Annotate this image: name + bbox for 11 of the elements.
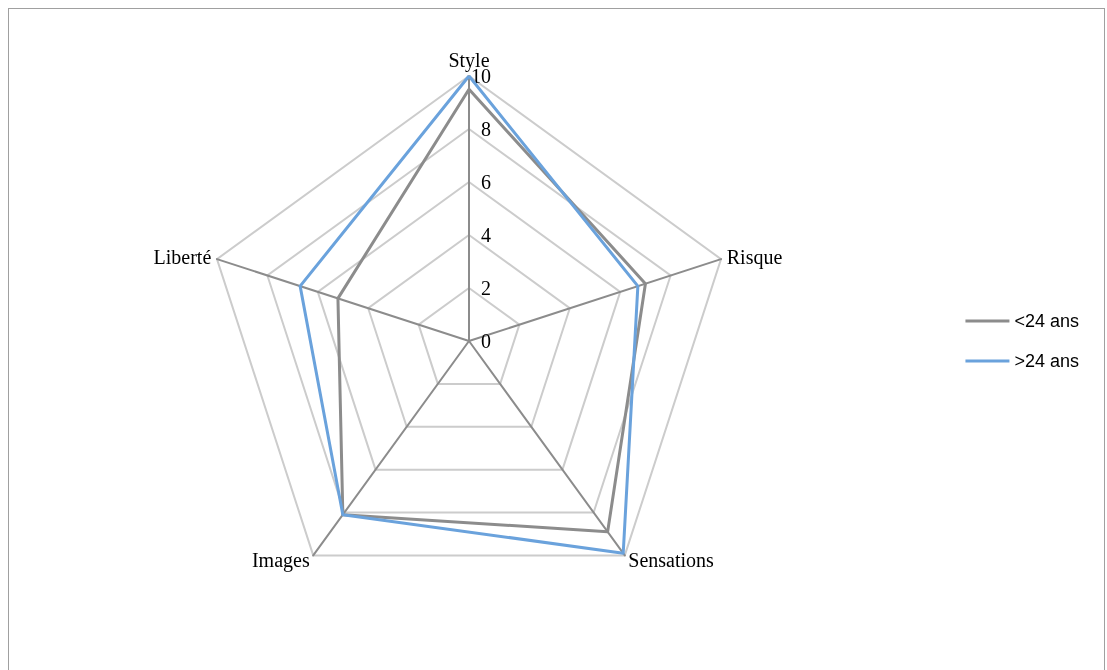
spoke-label: Sensations [628,549,715,572]
spoke-label: Images [251,549,310,573]
spoke-label: Liberté [153,246,212,269]
legend-label: <24 ans [1014,311,1080,331]
y-tick-label: 4 [481,224,491,246]
spoke-label: Risque [726,246,783,270]
y-tick-label: 0 [481,330,491,352]
y-tick-label: 6 [481,171,491,193]
legend-label: >24 ans [1014,351,1080,371]
y-tick-label: 8 [481,118,491,140]
y-tick-label: 2 [481,277,491,299]
